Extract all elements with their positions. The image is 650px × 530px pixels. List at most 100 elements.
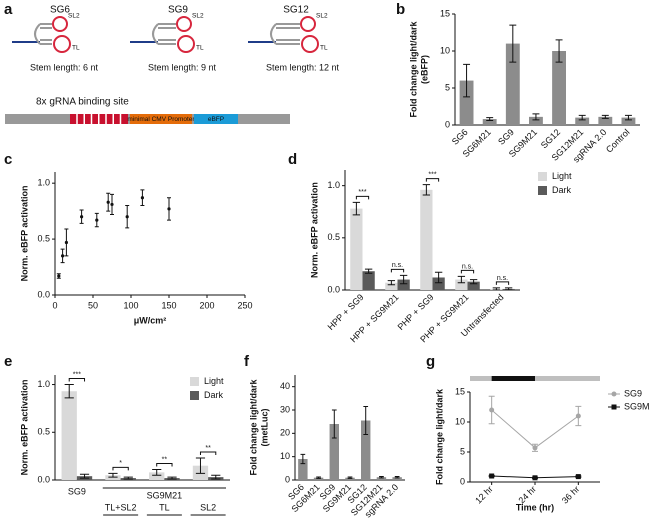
error-bar	[364, 268, 373, 274]
site-gap	[98, 114, 100, 124]
x-tick-label: Control	[604, 127, 632, 155]
bar	[149, 472, 165, 480]
site-gap	[105, 114, 107, 124]
x-tick-label: 200	[199, 300, 214, 310]
tl-loop	[53, 35, 71, 53]
bar	[467, 281, 480, 290]
y-tick-label: 15	[455, 386, 465, 396]
group-label: SG9M21	[147, 490, 183, 500]
error-bar	[509, 24, 517, 63]
error-bar	[394, 476, 400, 479]
site-gap	[83, 114, 85, 124]
y-axis-label: Norm. eBFP activation	[19, 380, 29, 476]
legend-swatch	[190, 377, 199, 386]
significance: n.s.	[462, 263, 473, 270]
error-bar	[486, 117, 494, 122]
tl-label: TL	[196, 45, 204, 52]
error-bar	[363, 406, 369, 435]
significance: **	[162, 456, 168, 463]
stem	[40, 23, 52, 45]
bar	[598, 116, 613, 125]
y-axis-label: Fold change light/dark	[434, 388, 444, 485]
y-tick-label: 30	[280, 404, 290, 414]
bar	[482, 119, 497, 125]
error-bar	[555, 39, 563, 63]
panel-letter: d	[288, 151, 297, 168]
error-bar	[469, 279, 478, 285]
point	[110, 202, 114, 207]
x-tick-label: SG9	[68, 486, 86, 496]
point	[57, 274, 61, 278]
tl-label: TL	[320, 45, 328, 52]
error-bar	[463, 63, 471, 98]
y-axis-label: Fold change light/dark	[248, 379, 258, 476]
x-axis-label: Time (hr)	[516, 502, 554, 512]
significance: ***	[73, 371, 81, 378]
sl2-loop	[176, 16, 192, 32]
site-gap	[112, 114, 114, 124]
panel-letter: a	[4, 1, 13, 18]
error-bar	[387, 280, 396, 286]
y-tick-label: 1.0	[327, 180, 340, 190]
error-bar	[123, 476, 133, 480]
marker	[532, 445, 538, 451]
panel-letter: g	[426, 353, 435, 370]
bar	[432, 277, 445, 290]
hairpin-body	[270, 23, 277, 45]
bracket	[460, 269, 475, 274]
tl-loop	[301, 35, 319, 53]
stem-length: Stem length: 12 nt	[266, 62, 340, 72]
site-gap	[90, 114, 93, 124]
x-tick-label: TL+SL2	[105, 502, 137, 512]
stem-length: Stem length: 6 nt	[30, 62, 99, 72]
legend-label: Light	[552, 171, 572, 181]
error-bar	[152, 469, 162, 476]
point	[140, 196, 144, 200]
marker	[532, 475, 538, 481]
legend-label: Dark	[552, 185, 572, 195]
error-bar	[492, 287, 501, 291]
bar	[397, 279, 410, 290]
bracket	[425, 178, 440, 182]
sl2-loop	[52, 16, 68, 32]
point	[167, 207, 171, 211]
bracket	[68, 378, 86, 382]
legend-swatch	[538, 186, 547, 195]
x-axis-label: μW/cm²	[134, 315, 167, 325]
bracket	[495, 281, 510, 285]
construct-name: SG6	[50, 5, 70, 16]
y-tick-label: 0	[285, 474, 290, 484]
error-bar	[331, 409, 337, 439]
panel-letter: c	[4, 151, 12, 168]
point	[64, 240, 68, 245]
marker	[575, 474, 581, 480]
stem	[158, 23, 176, 45]
tl-label: TL	[72, 45, 80, 52]
axis-line	[294, 375, 405, 481]
x-tick-label: 36 hr	[560, 484, 582, 506]
bar	[459, 80, 474, 125]
x-tick-label: SG9	[496, 127, 516, 147]
y-tick-label: 0.5	[37, 233, 50, 243]
bracket	[199, 451, 217, 456]
error-bar	[64, 384, 74, 399]
y-tick-label: 20	[280, 428, 290, 438]
point	[95, 218, 99, 222]
legend-swatch	[190, 391, 199, 400]
error-bar	[195, 457, 206, 474]
point	[80, 215, 84, 219]
y-axis-label: Norm. eBFP activation	[19, 186, 29, 282]
y-tick-label: 10	[280, 451, 290, 461]
legend-label: Dark	[204, 390, 224, 400]
sl2-label: SL2	[192, 13, 204, 20]
reporter-label: eBFP	[208, 116, 224, 123]
error-bar	[300, 453, 306, 465]
marker	[575, 413, 581, 419]
point	[106, 200, 110, 204]
legend-label: SG9	[624, 388, 642, 398]
bar	[329, 424, 339, 480]
x-tick-label: 150	[161, 300, 176, 310]
reporter	[194, 114, 238, 124]
dark-period	[491, 376, 535, 381]
y-tick-label: 5	[460, 446, 465, 456]
